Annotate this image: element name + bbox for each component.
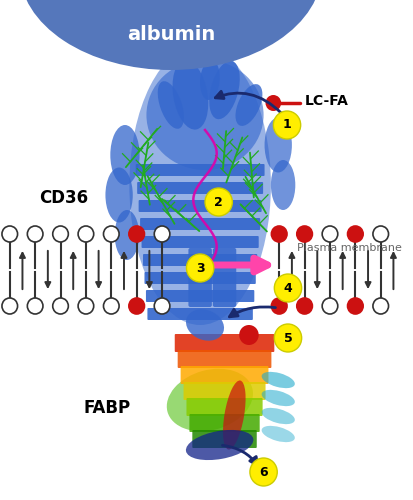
- Circle shape: [129, 298, 145, 314]
- Circle shape: [27, 226, 43, 242]
- Circle shape: [297, 298, 312, 314]
- FancyBboxPatch shape: [192, 430, 257, 448]
- Ellipse shape: [186, 310, 224, 340]
- Text: Plasma membrane: Plasma membrane: [297, 243, 402, 253]
- Ellipse shape: [147, 60, 263, 170]
- Circle shape: [273, 111, 301, 139]
- Text: LC-FA: LC-FA: [304, 94, 349, 108]
- Circle shape: [274, 324, 301, 352]
- Text: 6: 6: [259, 466, 268, 478]
- Ellipse shape: [173, 60, 208, 130]
- Circle shape: [154, 298, 170, 314]
- FancyBboxPatch shape: [142, 236, 259, 248]
- Circle shape: [104, 226, 119, 242]
- FancyBboxPatch shape: [183, 382, 266, 400]
- Circle shape: [322, 298, 338, 314]
- Circle shape: [271, 298, 287, 314]
- Circle shape: [271, 226, 287, 242]
- FancyBboxPatch shape: [139, 200, 261, 212]
- Circle shape: [2, 298, 18, 314]
- Ellipse shape: [271, 160, 295, 210]
- Ellipse shape: [261, 390, 295, 406]
- Circle shape: [348, 226, 363, 242]
- Circle shape: [129, 226, 145, 242]
- Ellipse shape: [223, 380, 246, 450]
- Circle shape: [104, 298, 119, 314]
- Circle shape: [154, 226, 170, 242]
- Circle shape: [78, 226, 94, 242]
- Ellipse shape: [261, 372, 295, 388]
- Circle shape: [27, 298, 43, 314]
- Ellipse shape: [129, 45, 271, 325]
- Circle shape: [186, 254, 214, 282]
- Ellipse shape: [19, 0, 322, 70]
- Ellipse shape: [261, 408, 295, 424]
- Circle shape: [373, 226, 389, 242]
- Circle shape: [322, 226, 338, 242]
- Circle shape: [266, 95, 281, 111]
- FancyBboxPatch shape: [213, 248, 236, 307]
- Ellipse shape: [261, 426, 295, 442]
- FancyBboxPatch shape: [175, 334, 274, 352]
- FancyBboxPatch shape: [143, 254, 257, 266]
- Ellipse shape: [186, 430, 254, 460]
- FancyBboxPatch shape: [190, 414, 260, 432]
- FancyBboxPatch shape: [178, 350, 271, 368]
- Circle shape: [53, 226, 68, 242]
- Ellipse shape: [200, 60, 220, 100]
- Ellipse shape: [167, 369, 253, 431]
- FancyBboxPatch shape: [137, 182, 263, 194]
- Text: 3: 3: [196, 262, 204, 274]
- Ellipse shape: [110, 125, 140, 185]
- FancyBboxPatch shape: [136, 164, 265, 176]
- FancyBboxPatch shape: [145, 272, 256, 284]
- Circle shape: [78, 298, 94, 314]
- Ellipse shape: [209, 61, 240, 119]
- Circle shape: [2, 226, 18, 242]
- FancyBboxPatch shape: [186, 398, 263, 416]
- Ellipse shape: [235, 84, 262, 126]
- Ellipse shape: [105, 168, 133, 222]
- Text: FABP: FABP: [84, 399, 131, 417]
- FancyBboxPatch shape: [147, 308, 253, 320]
- FancyBboxPatch shape: [188, 248, 212, 307]
- FancyBboxPatch shape: [140, 218, 260, 230]
- FancyBboxPatch shape: [146, 290, 254, 302]
- Text: 1: 1: [282, 118, 292, 132]
- Circle shape: [53, 298, 68, 314]
- Text: 4: 4: [284, 282, 292, 294]
- Circle shape: [297, 226, 312, 242]
- FancyBboxPatch shape: [180, 366, 268, 384]
- Text: CD36: CD36: [39, 189, 88, 207]
- Circle shape: [274, 274, 301, 302]
- Ellipse shape: [265, 118, 292, 172]
- Text: 2: 2: [214, 196, 223, 208]
- Ellipse shape: [115, 210, 139, 260]
- Circle shape: [373, 298, 389, 314]
- Text: albumin: albumin: [127, 26, 215, 44]
- Text: 5: 5: [284, 332, 292, 344]
- Circle shape: [205, 188, 233, 216]
- Circle shape: [239, 325, 259, 345]
- Ellipse shape: [158, 81, 184, 129]
- Circle shape: [348, 298, 363, 314]
- Circle shape: [250, 458, 277, 486]
